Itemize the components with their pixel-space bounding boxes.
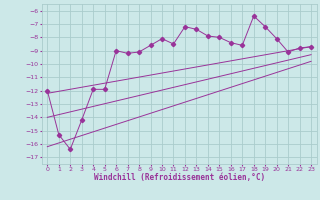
X-axis label: Windchill (Refroidissement éolien,°C): Windchill (Refroidissement éolien,°C) (94, 173, 265, 182)
